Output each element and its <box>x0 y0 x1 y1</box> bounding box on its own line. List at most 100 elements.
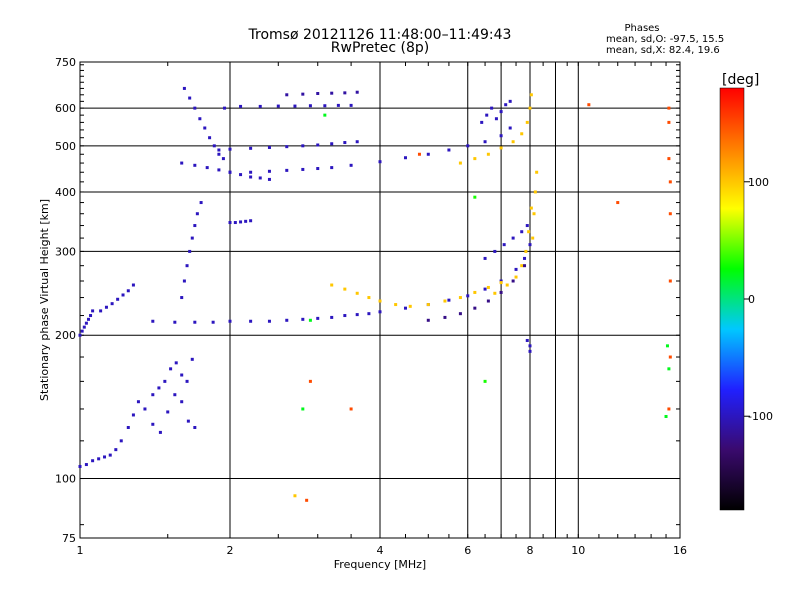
echo-point <box>667 157 671 161</box>
echo-point <box>616 201 620 205</box>
echo-point <box>143 407 147 411</box>
echo-point <box>211 320 215 324</box>
echo-point <box>285 93 289 97</box>
echo-point <box>308 379 312 383</box>
echo-point <box>532 212 536 216</box>
echo-point <box>228 319 232 323</box>
echo-point <box>185 379 189 383</box>
echo-point <box>182 279 186 283</box>
echo-point <box>473 290 477 294</box>
echo-point <box>301 317 305 321</box>
echo-point <box>285 318 289 322</box>
echo-point <box>301 92 305 96</box>
echo-point <box>343 314 347 318</box>
echo-point <box>217 148 221 152</box>
echo-point <box>480 120 484 124</box>
echo-point <box>493 249 497 253</box>
echo-point <box>182 86 186 90</box>
echo-point <box>486 299 490 303</box>
echo-point <box>316 316 320 320</box>
echo-point <box>193 320 197 324</box>
y-tick-label: 600 <box>55 102 76 115</box>
echo-point <box>665 344 669 348</box>
echo-point <box>267 145 271 149</box>
echo-point <box>403 306 407 310</box>
echo-point <box>668 355 672 359</box>
echo-point <box>249 175 253 179</box>
echo-point <box>529 206 533 210</box>
echo-point <box>103 455 107 459</box>
echo-point <box>587 103 591 107</box>
echo-point <box>426 152 430 156</box>
echo-point <box>180 373 184 377</box>
echo-point <box>293 494 297 498</box>
echo-point <box>667 106 671 110</box>
echo-point <box>514 267 518 271</box>
x-tick-label: 4 <box>377 544 384 557</box>
echo-point <box>193 425 197 429</box>
echo-point <box>316 167 320 171</box>
x-tick-label: 1 <box>77 544 84 557</box>
echo-point <box>166 410 170 414</box>
echo-point <box>533 190 537 194</box>
echo-point <box>525 120 529 124</box>
echo-point <box>180 400 184 404</box>
echo-point <box>473 306 477 310</box>
echo-point <box>217 152 221 156</box>
echo-point <box>349 407 353 411</box>
x-tick-label: 8 <box>527 544 534 557</box>
echo-point <box>104 305 108 309</box>
echo-point <box>249 219 253 223</box>
echo-point <box>99 309 103 313</box>
phase-heading: Phases <box>624 23 659 34</box>
phase-o-stats: mean, sd,O: -97.5, 15.5 <box>606 34 724 45</box>
echo-point <box>667 407 671 411</box>
echo-point <box>180 296 184 300</box>
echo-point <box>186 419 190 423</box>
echo-point <box>163 379 167 383</box>
echo-point <box>193 163 197 167</box>
echo-point <box>258 104 262 108</box>
echo-point <box>84 321 88 325</box>
echo-point <box>520 132 524 136</box>
echo-point <box>173 393 177 397</box>
echo-point <box>169 367 173 371</box>
echo-point <box>493 291 497 295</box>
echo-point <box>330 166 334 170</box>
data-points <box>78 86 672 502</box>
echo-point <box>664 414 668 418</box>
echo-point <box>473 157 477 161</box>
echo-point <box>483 287 487 291</box>
echo-point <box>494 117 498 121</box>
echo-point <box>667 120 671 124</box>
echo-point <box>349 163 353 167</box>
echo-point <box>466 294 470 298</box>
echo-point <box>525 224 529 228</box>
echo-point <box>228 147 232 151</box>
echo-point <box>668 279 672 283</box>
echo-point <box>89 314 93 318</box>
echo-point <box>239 104 243 108</box>
echo-point <box>285 168 289 172</box>
echo-point <box>458 296 462 300</box>
echo-point <box>116 297 120 301</box>
echo-point <box>323 113 327 117</box>
echo-point <box>508 126 512 130</box>
echo-point <box>330 91 334 95</box>
echo-point <box>188 249 192 253</box>
echo-point <box>408 304 412 308</box>
echo-point <box>285 145 289 149</box>
echo-point <box>316 91 320 95</box>
echo-point <box>80 329 84 333</box>
echo-point <box>151 422 155 426</box>
echo-point <box>228 170 232 174</box>
colorbar <box>719 87 745 511</box>
echo-point <box>173 320 177 324</box>
echo-point <box>511 279 515 283</box>
x-axis-label: Frequency [MHz] <box>334 558 426 571</box>
echo-point <box>212 144 216 148</box>
echo-point <box>520 264 524 268</box>
x-tick-label: 2 <box>227 544 234 557</box>
y-axis-label: Stationary phase Virtual Height [km] <box>38 199 51 401</box>
